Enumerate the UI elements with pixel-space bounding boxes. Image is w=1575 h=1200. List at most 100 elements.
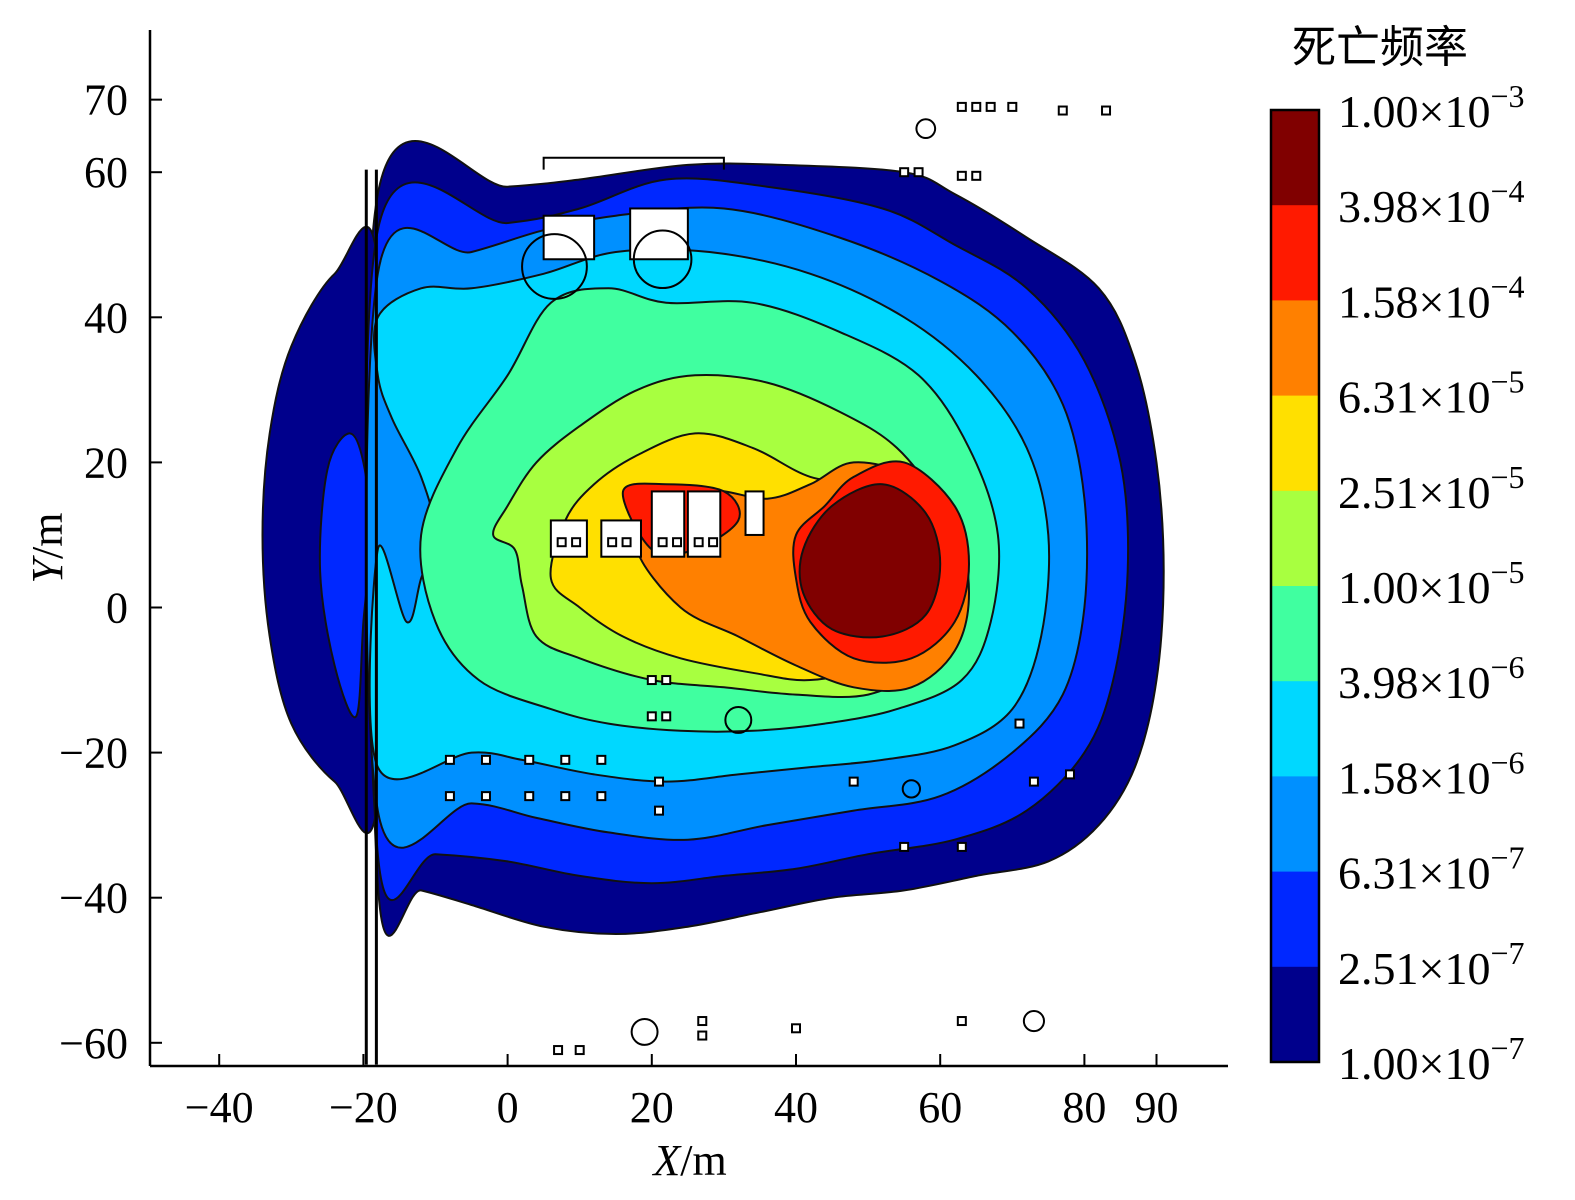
y-tick-label: 40 — [84, 293, 128, 342]
structure-block-1 — [629, 207, 689, 261]
equipment-marker-14 — [657, 537, 668, 548]
equipment-marker-1 — [971, 101, 982, 112]
y-axis-var: Y — [23, 554, 72, 583]
equipment-marker-28 — [646, 675, 657, 686]
colorbar-tick-label: 1.00×10−5 — [1338, 554, 1525, 613]
equipment-marker-33 — [654, 805, 665, 816]
equipment-marker-0 — [956, 101, 967, 112]
equipment-marker-20 — [524, 754, 535, 765]
colorbar-swatch-7 — [1271, 776, 1319, 873]
equipment-marker-35 — [899, 841, 910, 852]
equipment-marker-4 — [1057, 105, 1068, 116]
colorbar-tick-label: 3.98×10−6 — [1338, 649, 1525, 708]
equipment-marker-25 — [524, 791, 535, 802]
equipment-marker-24 — [480, 791, 491, 802]
contour-band-12 — [798, 483, 942, 639]
x-axis-var: X — [651, 1136, 682, 1185]
equipment-marker-19 — [480, 754, 491, 765]
equipment-marker-31 — [661, 711, 672, 722]
tank-circle-4 — [901, 779, 921, 799]
equipment-marker-39 — [1064, 769, 1075, 780]
tank-circle-2 — [915, 118, 937, 140]
y-tick-label: −40 — [59, 874, 128, 923]
equipment-marker-5 — [1101, 105, 1112, 116]
colorbar-swatch-4 — [1271, 490, 1319, 587]
x-tick-label: 60 — [918, 1083, 962, 1132]
colorbar-title: 死亡频率 — [1292, 23, 1468, 72]
equipment-marker-2 — [985, 101, 996, 112]
equipment-marker-22 — [596, 754, 607, 765]
y-tick-label: −20 — [59, 729, 128, 778]
equipment-marker-7 — [913, 167, 924, 178]
colorbar-tick-label: 6.31×10−7 — [1338, 840, 1525, 899]
colorbar-tick-label: 1.58×10−4 — [1338, 268, 1525, 327]
x-tick-label: 0 — [497, 1083, 519, 1132]
tank-circle-6 — [1022, 1009, 1046, 1033]
equipment-marker-10 — [556, 537, 567, 548]
colorbar-swatch-1 — [1271, 205, 1319, 301]
wall-lines — [364, 169, 378, 1065]
equipment-marker-18 — [444, 754, 455, 765]
tank-circle-3 — [724, 705, 753, 734]
y-tick-label: −60 — [59, 1019, 128, 1068]
y-tick-label: 70 — [84, 76, 128, 125]
equipment-marker-8 — [956, 170, 967, 181]
x-tick-label: −20 — [329, 1083, 398, 1132]
colorbar-swatch-6 — [1271, 681, 1319, 777]
equipment-marker-37 — [1014, 718, 1025, 729]
plot-axes: −40 −20 0 20 40 60 80 90 −60 −40 −20 0 20 40 60 70 — [59, 30, 1228, 1132]
y-tick-label: 20 — [84, 438, 128, 487]
svg-text:Y/m: Y/m — [23, 513, 72, 584]
colorbar-frame — [1269, 108, 1321, 1064]
equipment-marker-12 — [607, 537, 618, 548]
x-axis-unit: /m — [680, 1136, 726, 1185]
equipment-marker-36 — [956, 841, 967, 852]
equipment-marker-44 — [791, 1023, 801, 1034]
equipment-marker-42 — [697, 1016, 708, 1027]
colorbar-swatch-2 — [1271, 300, 1319, 397]
equipment-marker-17 — [708, 537, 719, 548]
colorbar-tick-label: 1.58×10−6 — [1338, 744, 1525, 803]
equipment-marker-34 — [848, 776, 859, 787]
colorbar-swatch-3 — [1271, 395, 1319, 492]
y-tick-label: 0 — [106, 584, 128, 633]
equipment-marker-16 — [693, 537, 704, 548]
facility-structures — [444, 101, 1112, 1056]
colorbar-tick-label: 1.00×10−3 — [1338, 78, 1525, 137]
x-tick-label: 90 — [1135, 1083, 1179, 1132]
tank-circle-0 — [521, 233, 588, 300]
equipment-marker-11 — [571, 537, 582, 548]
x-axis-label: X/m — [651, 1136, 726, 1185]
colorbar-tick-label: 6.31×10−5 — [1338, 364, 1525, 423]
equipment-marker-29 — [661, 675, 672, 686]
colorbar-swatch-0 — [1271, 110, 1319, 206]
equipment-marker-32 — [654, 776, 665, 787]
colorbar-swatch-9 — [1271, 966, 1319, 1063]
equipment-marker-45 — [956, 1016, 967, 1027]
equipment-marker-6 — [899, 167, 910, 178]
equipment-marker-38 — [1028, 776, 1039, 787]
colorbar-tick-label: 3.98×10−4 — [1338, 173, 1525, 232]
structure-block-6 — [744, 490, 765, 536]
colorbar-swatch-8 — [1271, 871, 1319, 968]
x-tick-label: −40 — [185, 1083, 254, 1132]
colorbar: 1.00×10−3 3.98×10−4 1.58×10−4 6.31×10−5 2.51… — [1269, 78, 1525, 1089]
colorbar-tick-label: 1.00×10−7 — [1338, 1030, 1525, 1089]
structure-block-5 — [686, 490, 722, 558]
equipment-marker-9 — [971, 170, 982, 181]
equipment-marker-30 — [646, 711, 657, 722]
equipment-marker-26 — [560, 791, 571, 802]
equipment-marker-41 — [574, 1045, 585, 1056]
tank-circle-5 — [630, 1017, 659, 1046]
equipment-marker-43 — [697, 1030, 708, 1041]
x-tick-label: 80 — [1062, 1083, 1106, 1132]
equipment-marker-21 — [560, 754, 571, 765]
equipment-marker-23 — [444, 791, 455, 802]
y-axis-label: Y/m — [23, 513, 72, 584]
colorbar-tick-label: 2.51×10−7 — [1338, 935, 1525, 994]
tank-circle-1 — [632, 229, 693, 290]
equipment-marker-13 — [621, 537, 632, 548]
structure-block-2 — [549, 519, 588, 558]
equipment-marker-3 — [1007, 101, 1018, 112]
